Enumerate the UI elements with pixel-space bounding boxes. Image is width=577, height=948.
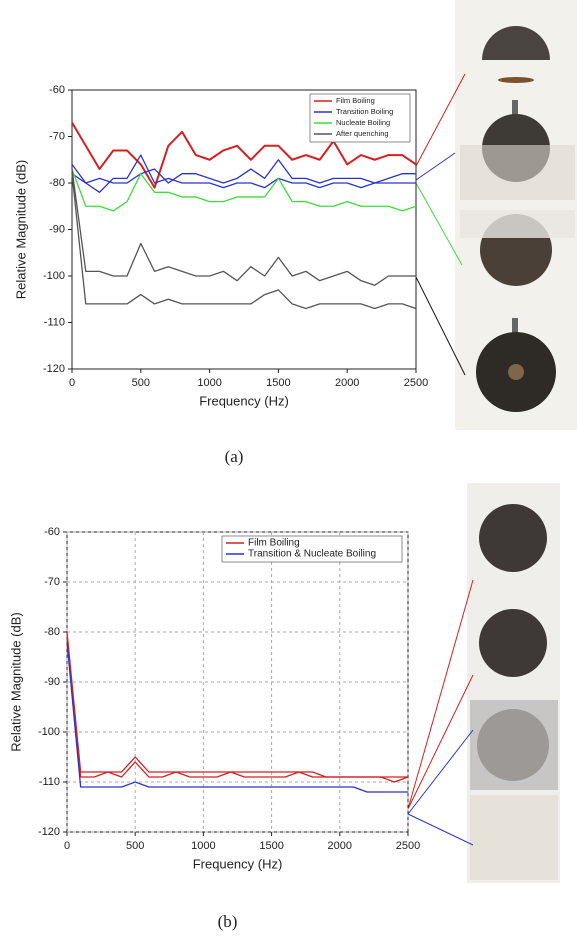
x-tick-label: 2000 — [328, 840, 352, 852]
y-tick-label: -90 — [44, 676, 60, 688]
y-axis-label: Relative Magnitude (dB) — [8, 612, 23, 751]
series-line — [71, 122, 417, 189]
x-tick-label: 2500 — [404, 377, 428, 389]
y-tick-label: -100 — [38, 726, 60, 738]
x-tick-label: 1000 — [197, 377, 221, 389]
series-line — [66, 641, 408, 793]
y-tick-label: -120 — [38, 826, 60, 838]
legend-label: Film Boiling — [248, 538, 300, 549]
x-tick-label: 2000 — [335, 377, 359, 389]
x-tick-label: 0 — [69, 377, 75, 389]
x-tick-label: 2500 — [396, 840, 420, 852]
legend-box — [221, 535, 403, 563]
x-tick-label: 1500 — [259, 840, 283, 852]
legend-label: Transition Boiling — [336, 107, 393, 116]
legend-label: After quenching — [336, 129, 389, 138]
chart: -120 -110 -100 -90 -80 -70 -60 0 500 1000 1500 2000… — [8, 526, 420, 931]
series-line — [71, 168, 416, 286]
y-tick-label: -100 — [43, 270, 65, 282]
y-tick-label: -80 — [44, 626, 60, 638]
y-axis-label: Relative Magnitude (dB) — [13, 160, 28, 299]
series-line — [66, 631, 408, 778]
y-tick-label: -70 — [49, 130, 65, 142]
legend-label: Nucleate Boiling — [336, 118, 390, 127]
legend-label: Film Boiling — [336, 96, 375, 105]
series-line — [71, 154, 416, 193]
y-tick-label: -90 — [49, 223, 65, 235]
y-tick-label: -110 — [44, 316, 65, 328]
x-axis-label: Frequency (Hz) — [193, 856, 283, 871]
caption: (a) — [225, 447, 244, 466]
x-tick-label: 0 — [64, 840, 70, 852]
y-tick-label: -120 — [43, 363, 65, 375]
y-tick-label: -60 — [44, 526, 60, 538]
x-axis-label: Frequency (Hz) — [199, 393, 289, 408]
series-line — [71, 159, 416, 184]
x-tick-label: 500 — [126, 840, 144, 852]
caption: (b) — [218, 912, 238, 931]
legend-label: Transition & Nucleate Boiling — [248, 549, 376, 560]
photos-a — [455, 0, 577, 430]
chart: -120 -110 -100 -90 -80 -70 -60 0 500 1000 1500 2000… — [13, 84, 428, 466]
series-line — [66, 636, 409, 783]
x-tick-label: 1500 — [266, 377, 290, 389]
series-line — [71, 168, 417, 212]
arrows — [407, 73, 474, 846]
x-tick-label: 1000 — [191, 840, 215, 852]
y-tick-label: -70 — [44, 576, 60, 588]
x-tick-label: 500 — [132, 377, 150, 389]
series-line — [71, 173, 417, 310]
y-tick-label: -80 — [49, 177, 65, 189]
y-tick-label: -110 — [39, 776, 60, 788]
photos-b — [467, 483, 560, 883]
y-tick-label: -60 — [49, 84, 65, 96]
